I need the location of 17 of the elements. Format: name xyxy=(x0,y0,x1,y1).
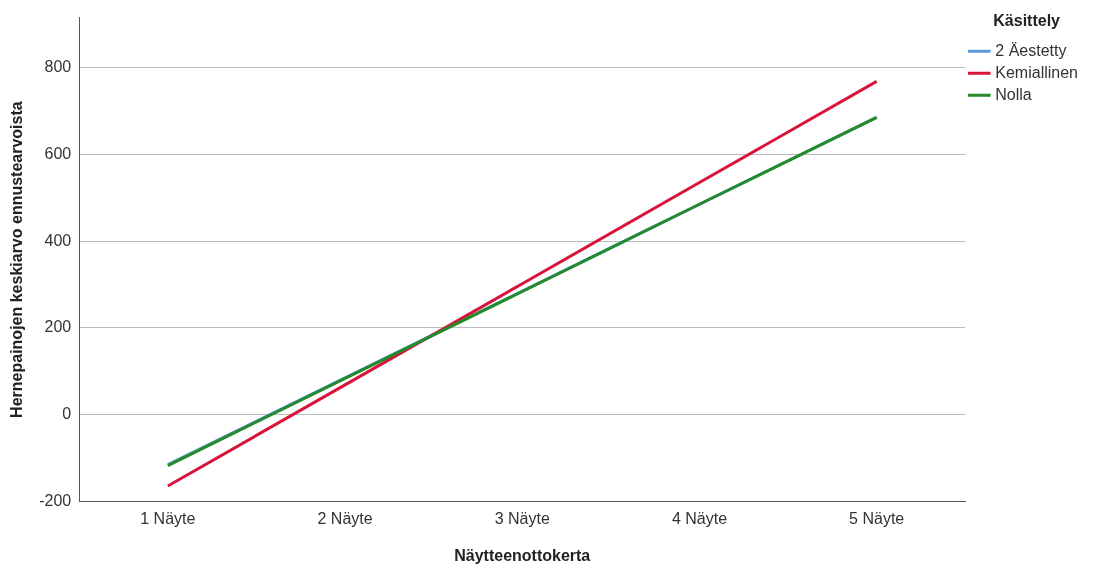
x-tick-label: 3 Näyte xyxy=(494,509,550,527)
y-tick-label: 200 xyxy=(44,318,72,336)
y-axis-title: Hernepainojen keskiarvo ennustearvoista xyxy=(8,101,26,418)
legend-title: Käsittely xyxy=(993,12,1061,30)
x-tick-label: 4 Näyte xyxy=(671,509,728,527)
x-tick-label: 1 Näyte xyxy=(140,509,196,527)
x-tick-label: 5 Näyte xyxy=(849,509,905,527)
x-tick-label: 2 Näyte xyxy=(317,509,373,527)
y-tick-label: 0 xyxy=(62,405,72,423)
y-tick-label: 600 xyxy=(44,144,72,162)
y-tick-label: 400 xyxy=(44,231,72,249)
legend-label: Nolla xyxy=(995,85,1032,103)
x-axis-title: Näytteenottokerta xyxy=(454,546,591,564)
y-tick-label: -200 xyxy=(39,492,72,510)
legend-label: Kemiallinen xyxy=(995,63,1079,81)
y-tick-label: 800 xyxy=(44,57,72,75)
legend-label: 2 Äestetty xyxy=(995,41,1067,59)
